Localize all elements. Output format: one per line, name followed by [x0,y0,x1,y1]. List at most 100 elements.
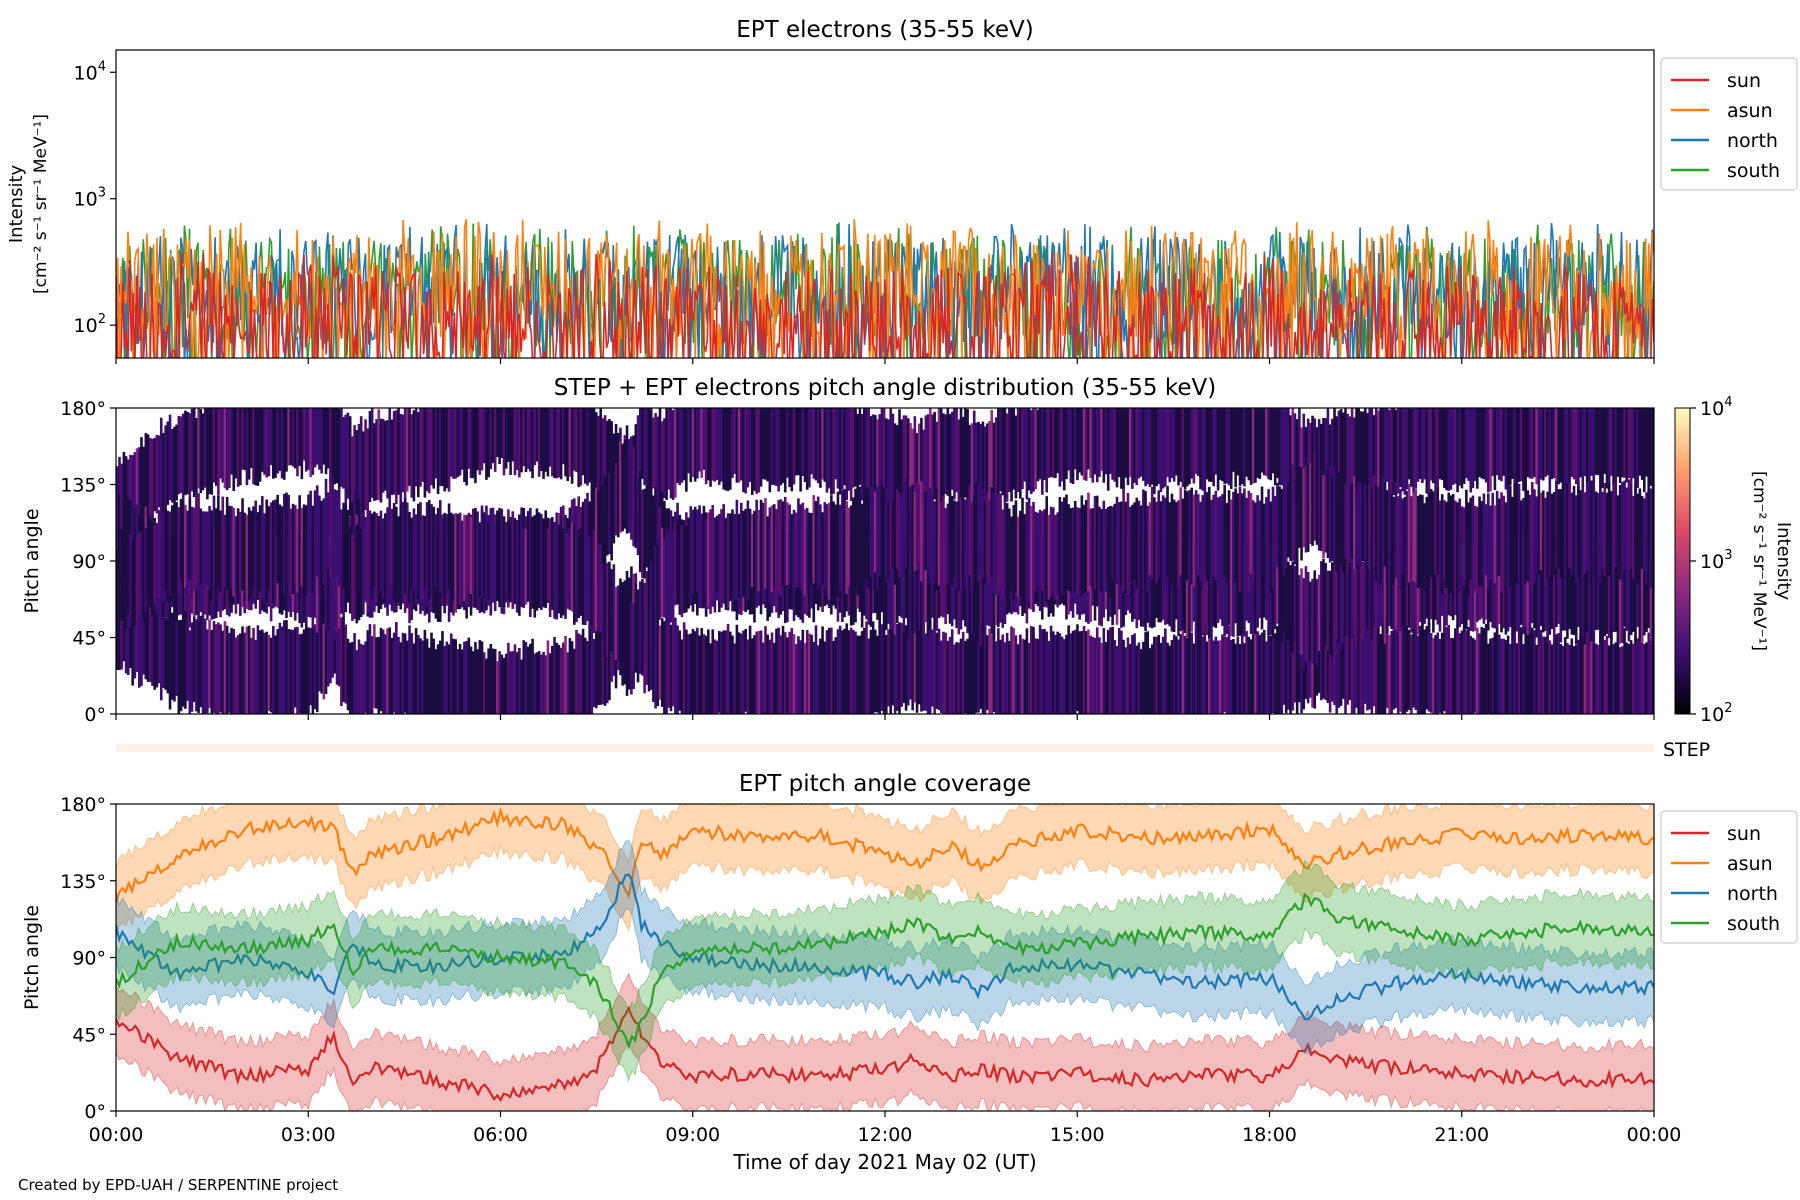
pad-cell [768,639,772,714]
pad-cell [566,652,570,714]
pad-cell [232,408,236,491]
pad-cell [355,524,359,624]
pad-cell [990,634,994,714]
pad-cell [276,494,279,583]
pad-cell [1177,544,1180,637]
pad-cell [164,617,167,690]
pad-cell [276,629,279,714]
pad-cell [843,489,846,579]
pad-cell [1458,498,1462,592]
pad-cell [1585,408,1589,489]
pad-cell [1289,470,1292,562]
pad-cell [1300,611,1303,714]
pad-cell [256,512,260,587]
pad-cell [1484,533,1488,620]
pad-cell [140,596,143,686]
pad-cell [287,629,290,714]
pad-cell [1067,625,1070,714]
pad-cell [893,630,897,714]
pad-cell [693,506,697,597]
pad-cell [243,632,247,714]
pad-cell [568,638,572,714]
pad-cell [610,465,613,561]
pad-cell [1172,499,1176,582]
pad-cell [1339,479,1343,565]
pad-cell [1214,490,1218,580]
pad-cell [1502,408,1505,476]
pad-cell [1142,641,1145,714]
pad-cell [590,625,594,714]
pad-cell [750,408,754,495]
pad-cell [348,526,352,614]
pad-cell [691,628,695,714]
pad-cell [529,643,532,714]
pad-cell [1379,551,1382,627]
pad-cell [1489,541,1492,622]
pad-cell [1065,634,1068,714]
pad-cell [482,512,486,599]
pad-cell [906,621,910,706]
pad-cell [1410,634,1413,714]
pad-cell [454,517,457,607]
pad-cell [1607,483,1611,576]
pad-cell [326,408,330,469]
pad-cell [1091,508,1095,591]
pad-cell [983,502,987,585]
pad-cell [660,618,664,707]
pad-cell [1023,639,1027,714]
pad-cell [331,475,334,572]
pad-cell [329,408,332,483]
pad-cell [1484,623,1488,714]
pad-cell [656,416,660,510]
pad-cell [603,415,607,515]
pad-cell [1256,529,1259,628]
pad-cell [1207,408,1211,482]
pad-cell [733,514,736,600]
pad-cell [1640,538,1644,644]
pad-cell [920,481,923,582]
pad-cell [1080,495,1084,596]
pad-cell [445,641,449,714]
pad-cell [981,547,985,636]
pad-cell [843,408,846,486]
pad-cell [645,408,649,489]
pad-cell [1596,539,1600,630]
pad-cell [1590,480,1593,581]
pad-cell [1504,545,1508,635]
pad-cell [1243,488,1246,593]
pad-cell [1067,408,1070,471]
pad-cell [1056,512,1059,595]
pad-cell [1335,480,1339,572]
pad-cell [217,408,220,496]
pad-cell [434,514,438,587]
pad-cell [1328,466,1332,563]
pad-cell [1227,408,1231,486]
pad-cell [460,649,464,714]
pad-cell [166,421,170,505]
pad-cell [1179,408,1183,482]
pad-cell [267,635,271,711]
pad-cell [1273,408,1277,486]
pad-cell [291,629,295,714]
pad-cell [766,408,769,482]
pad-cell [1095,627,1099,714]
pad-cell [1001,634,1005,714]
pad-cell [1144,632,1147,714]
pad-cell [612,564,616,669]
pad-cell [797,636,800,714]
pad-cell [515,520,519,608]
pad-cell [555,408,559,479]
pad-cell [403,498,407,595]
pad-cell [726,408,730,492]
pad-cell [665,527,668,623]
pad-cell [915,613,919,713]
pad-cell [1093,495,1097,590]
pad-cell [909,619,912,700]
pad-cell [568,527,572,611]
pad-cell [1271,635,1275,713]
pad-cell [856,413,860,495]
pad-cell [1265,641,1268,714]
pad-cell [408,408,411,486]
pad-cell [425,638,429,714]
pad-cell [895,425,899,515]
